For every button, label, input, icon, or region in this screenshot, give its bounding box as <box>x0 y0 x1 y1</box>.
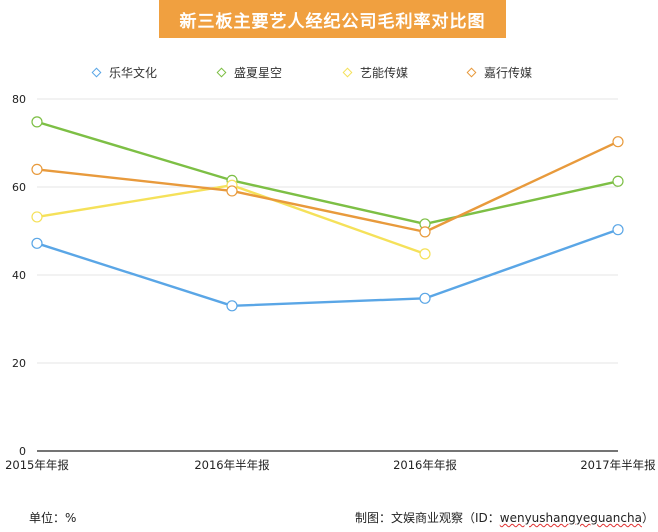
y-tick-label: 80 <box>12 93 26 106</box>
source-suffix: ） <box>641 511 654 525</box>
unit-label: 单位：% <box>29 511 77 525</box>
series-line-嘉行传媒 <box>35 140 620 234</box>
legend-label: 艺能传媒 <box>360 66 409 80</box>
legend: 乐华文化 盛夏星空 艺能传媒 嘉行传媒 <box>0 64 658 82</box>
data-point-艺能传媒 <box>31 211 43 223</box>
x-tick-label: 2017年半年报 <box>580 458 656 472</box>
legend-item-盛夏星空[interactable]: 盛夏星空 <box>216 64 283 81</box>
y-tick-label: 0 <box>19 445 26 458</box>
data-point-乐华文化 <box>612 224 624 236</box>
series-line-乐华文化 <box>35 228 620 307</box>
legend-item-乐华文化[interactable]: 乐华文化 <box>91 64 158 81</box>
data-point-盛夏星空 <box>612 175 624 187</box>
data-point-乐华文化 <box>419 292 431 304</box>
data-point-艺能传媒 <box>419 248 431 260</box>
x-tick-label: 2015年年报 <box>5 458 69 472</box>
source-credit: 制图：文娱商业观察（ID：wenyushangyeguancha） <box>355 509 654 526</box>
x-tick-label: 2016年半年报 <box>194 458 270 472</box>
y-tick-label: 20 <box>12 357 26 370</box>
data-point-嘉行传媒 <box>31 163 43 175</box>
series-line-盛夏星空 <box>35 120 620 226</box>
chart-title: 新三板主要艺人经纪公司毛利率对比图 <box>159 0 506 38</box>
legend-label: 嘉行传媒 <box>484 66 533 80</box>
data-point-乐华文化 <box>226 300 238 312</box>
legend-label: 乐华文化 <box>109 66 158 80</box>
legend-item-嘉行传媒[interactable]: 嘉行传媒 <box>466 64 533 81</box>
y-tick-label: 40 <box>12 269 26 282</box>
data-point-嘉行传媒 <box>419 226 431 238</box>
x-tick-label: 2016年年报 <box>393 458 457 472</box>
data-point-乐华文化 <box>31 237 43 249</box>
source-id: wenyushangyeguancha <box>499 511 642 525</box>
source-prefix: 制图：文娱商业观察（ID： <box>355 511 500 525</box>
y-tick-label: 60 <box>12 181 26 194</box>
data-point-盛夏星空 <box>31 116 43 128</box>
legend-label: 盛夏星空 <box>234 66 283 80</box>
data-point-嘉行传媒 <box>226 185 238 197</box>
data-point-嘉行传媒 <box>612 136 624 148</box>
legend-item-艺能传媒[interactable]: 艺能传媒 <box>342 64 409 81</box>
